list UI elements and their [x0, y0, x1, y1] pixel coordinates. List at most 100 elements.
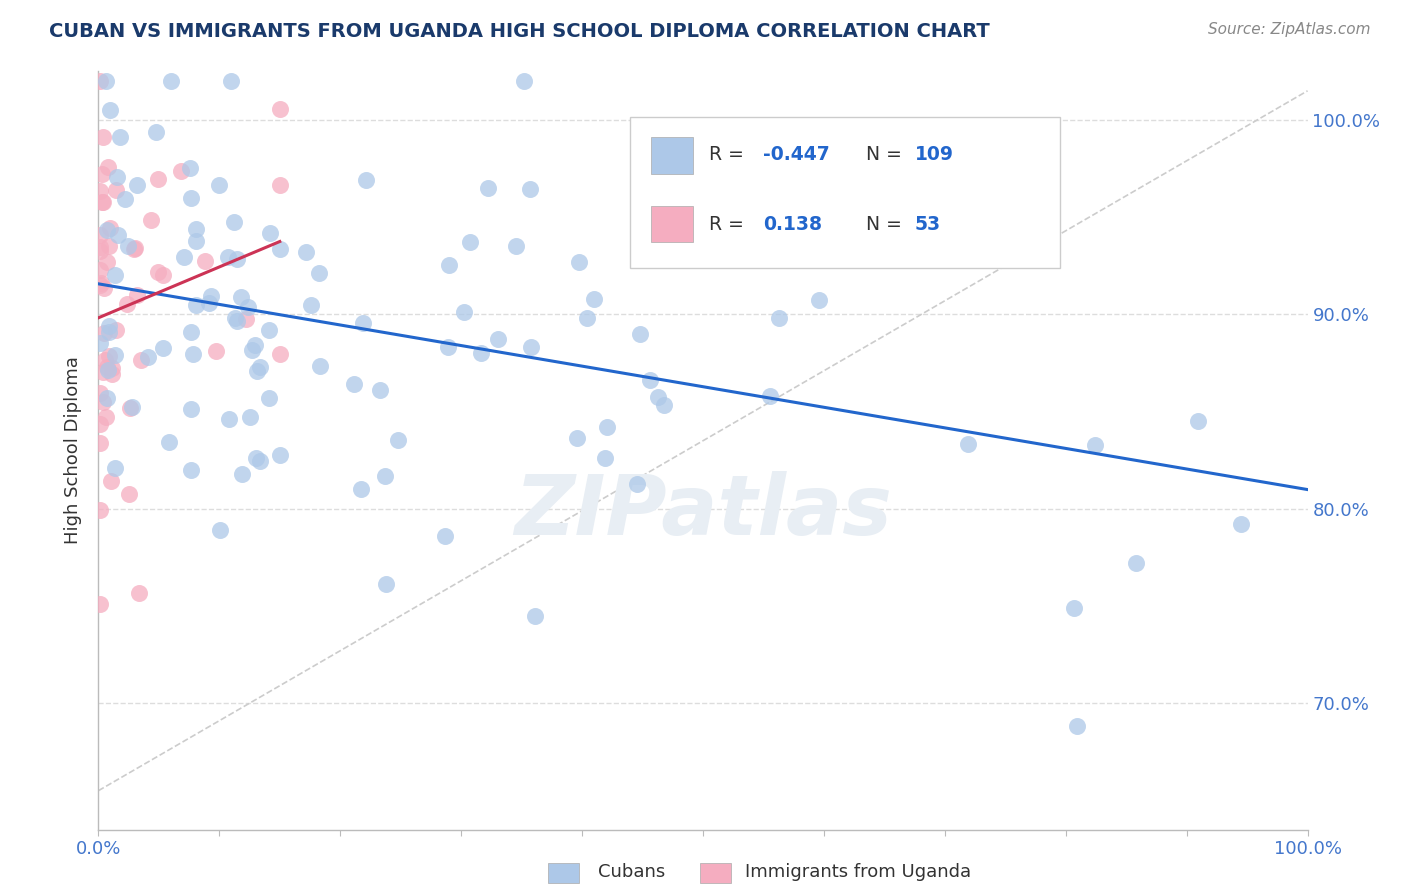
Point — [121, 401, 143, 415]
Point — [136, 350, 159, 364]
Bar — [651, 137, 693, 174]
Text: -0.447: -0.447 — [763, 145, 830, 164]
Point — [225, 314, 247, 328]
Point — [152, 268, 174, 283]
Point — [93, 326, 115, 341]
Point — [204, 344, 226, 359]
Point — [124, 241, 146, 255]
Point — [104, 323, 127, 337]
Point — [104, 348, 127, 362]
Text: N =: N = — [866, 145, 908, 164]
Point — [89, 244, 111, 258]
Point — [342, 377, 364, 392]
Point — [118, 401, 141, 415]
Point — [626, 476, 648, 491]
Text: 0.138: 0.138 — [763, 215, 823, 234]
Point — [118, 487, 141, 501]
Point — [173, 250, 195, 264]
Point — [387, 433, 409, 447]
Point — [437, 258, 460, 272]
Point — [180, 191, 202, 205]
Point — [127, 178, 149, 193]
Point — [98, 349, 121, 363]
Point — [89, 336, 111, 351]
Point — [115, 297, 138, 311]
Point — [575, 311, 598, 326]
Point — [93, 365, 115, 379]
Point — [470, 346, 492, 360]
Point — [299, 297, 322, 311]
Point — [100, 474, 122, 488]
Point — [235, 311, 257, 326]
Text: CUBAN VS IMMIGRANTS FROM UGANDA HIGH SCHOOL DIPLOMA CORRELATION CHART: CUBAN VS IMMIGRANTS FROM UGANDA HIGH SCH… — [49, 22, 990, 41]
Point — [89, 385, 111, 400]
Point — [91, 129, 114, 144]
Point — [97, 363, 120, 377]
Point — [505, 238, 527, 252]
Point — [218, 412, 240, 426]
Point — [159, 74, 181, 88]
Point — [157, 435, 180, 450]
Point — [180, 463, 202, 477]
Point — [269, 178, 291, 193]
Point — [183, 346, 205, 360]
Text: R =: R = — [709, 145, 749, 164]
Point — [249, 454, 271, 468]
Point — [295, 245, 318, 260]
Point — [952, 212, 974, 227]
Point — [89, 417, 111, 431]
Point — [89, 184, 111, 198]
Point — [208, 523, 231, 537]
Point — [89, 503, 111, 517]
Point — [768, 311, 790, 326]
Point — [350, 482, 373, 496]
Point — [647, 390, 669, 404]
Point — [139, 213, 162, 227]
Point — [100, 367, 122, 381]
Point — [127, 288, 149, 302]
Point — [97, 161, 120, 175]
Point — [654, 398, 676, 412]
Point — [374, 469, 396, 483]
Point — [231, 467, 253, 482]
Point — [200, 289, 222, 303]
FancyBboxPatch shape — [630, 117, 1060, 268]
Point — [217, 250, 239, 264]
Point — [259, 226, 281, 240]
Point — [146, 265, 169, 279]
Point — [208, 178, 231, 192]
Point — [152, 341, 174, 355]
Point — [114, 192, 136, 206]
Point — [93, 281, 115, 295]
Point — [787, 215, 810, 229]
Text: Source: ZipAtlas.com: Source: ZipAtlas.com — [1208, 22, 1371, 37]
Point — [107, 227, 129, 242]
Point — [180, 326, 202, 340]
Point — [219, 74, 242, 88]
Point — [184, 298, 207, 312]
Point — [229, 290, 252, 304]
Point — [520, 341, 543, 355]
Point — [224, 311, 246, 326]
Point — [513, 74, 536, 88]
Point — [226, 252, 249, 266]
Point — [269, 243, 291, 257]
Point — [94, 353, 117, 368]
Point — [184, 221, 207, 235]
Y-axis label: High School Diploma: High School Diploma — [65, 357, 83, 544]
Point — [567, 431, 589, 445]
Text: 53: 53 — [915, 215, 941, 234]
Point — [89, 278, 111, 293]
Point — [368, 383, 391, 397]
Point — [634, 181, 657, 195]
Bar — [651, 205, 693, 242]
Point — [758, 388, 780, 402]
Text: ZIPatlas: ZIPatlas — [515, 471, 891, 551]
Point — [89, 74, 111, 88]
Point — [354, 172, 377, 186]
Point — [98, 103, 121, 117]
Point — [269, 102, 291, 116]
Point — [239, 409, 262, 424]
Point — [186, 234, 208, 248]
Point — [96, 360, 118, 375]
